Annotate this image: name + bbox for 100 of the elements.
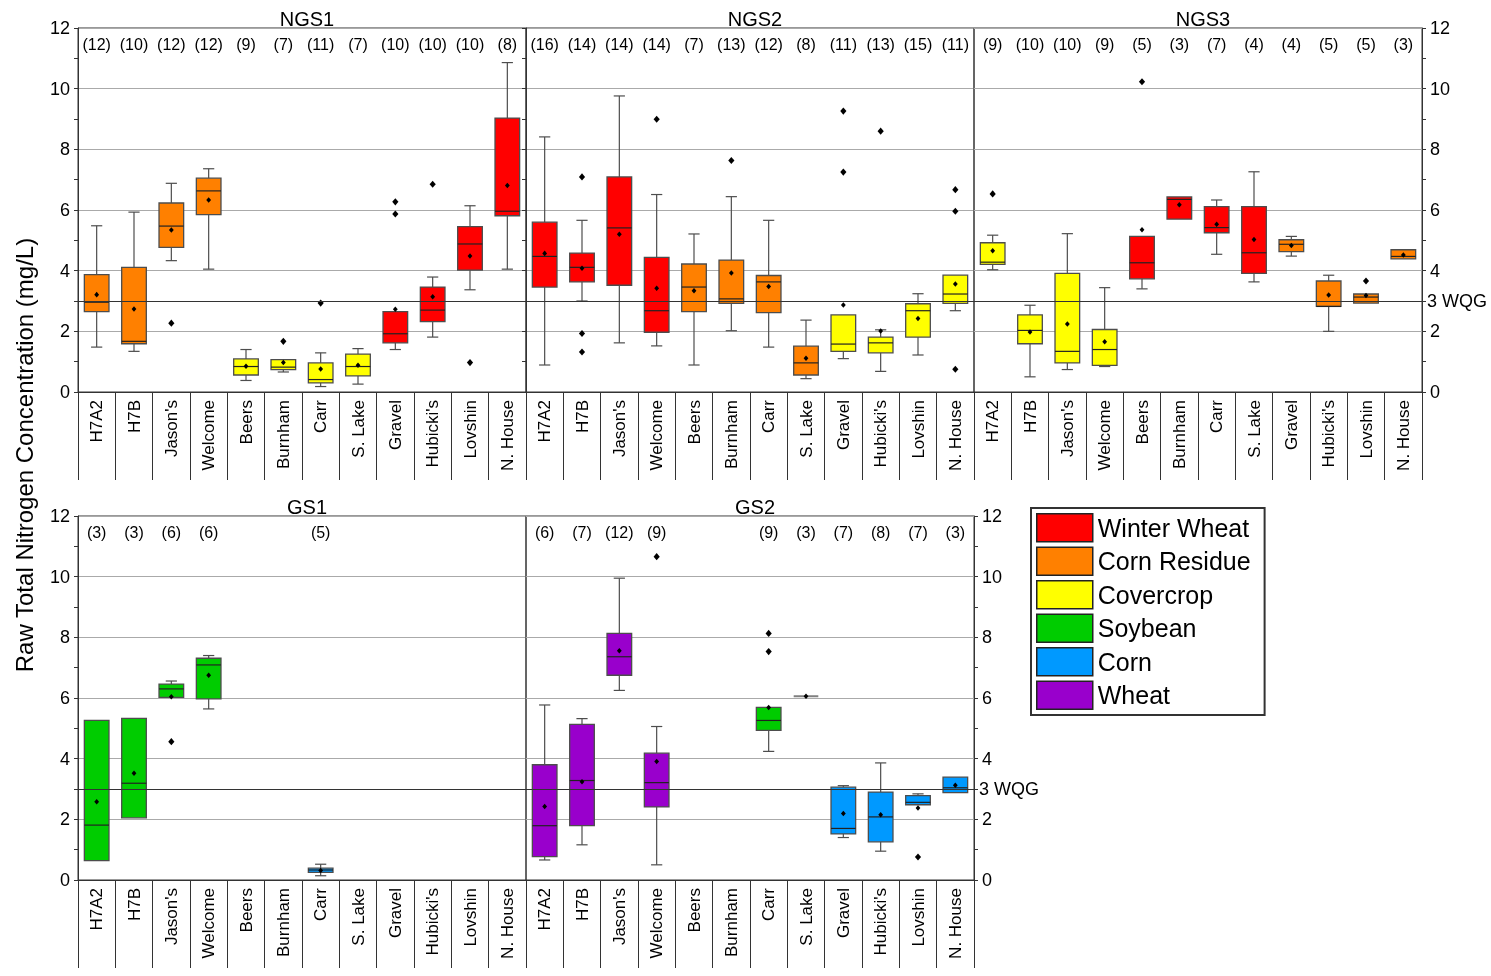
x-tick-label: S. Lake bbox=[348, 400, 368, 458]
y-tick-label: 8 bbox=[1430, 139, 1441, 160]
x-tick-label: H7B bbox=[1020, 400, 1040, 434]
x-tick-label: Carr bbox=[759, 399, 779, 434]
x-tick-label: H7A2 bbox=[87, 400, 107, 443]
x-tick-label: Hubicki's bbox=[871, 400, 891, 468]
x-tick-label: Burnham bbox=[273, 400, 293, 469]
annotation: (13) bbox=[866, 35, 895, 53]
y-tick-label: 12 bbox=[982, 506, 1003, 526]
y-tick-label: 8 bbox=[59, 139, 70, 160]
y-tick-label: 4 bbox=[59, 260, 70, 281]
x-tick-label: H7A2 bbox=[983, 400, 1003, 443]
x-tick-label: Beers bbox=[684, 888, 704, 933]
chart-title: GS1 bbox=[286, 496, 328, 518]
y-tick-label: 12 bbox=[49, 18, 70, 38]
ref-line-label: 3 WQG bbox=[1427, 291, 1488, 311]
x-tick-label: Carr bbox=[1207, 399, 1227, 434]
x-tick-label: H7A2 bbox=[87, 888, 107, 931]
x-tick-label: N. House bbox=[945, 888, 965, 959]
annotation: (14) bbox=[567, 35, 597, 53]
annotation: (6) bbox=[534, 523, 555, 541]
x-tick-label: Jason's bbox=[609, 400, 629, 458]
annotation: (9) bbox=[758, 523, 779, 541]
x-tick-label: Lovshin bbox=[908, 888, 928, 947]
y-tick-label: 2 bbox=[59, 809, 70, 830]
annotation: (12) bbox=[157, 35, 186, 53]
legend-label: Wheat bbox=[1097, 681, 1171, 710]
annotation: (4) bbox=[1281, 35, 1302, 53]
annotation: (9) bbox=[236, 35, 256, 53]
y-tick-label: 6 bbox=[1430, 200, 1441, 220]
annotation: (10) bbox=[418, 35, 447, 53]
chart-title: GS2 bbox=[734, 496, 776, 518]
x-tick-label: Carr bbox=[311, 399, 331, 434]
y-tick-label: 10 bbox=[1430, 78, 1451, 99]
x-tick-label: N. House bbox=[497, 400, 517, 471]
annotation: (7) bbox=[908, 523, 928, 541]
x-tick-label: Lovshin bbox=[908, 400, 928, 459]
chart-title: NGS2 bbox=[727, 8, 783, 30]
legend-label: Soybean bbox=[1097, 614, 1197, 643]
y-tick-label: 2 bbox=[982, 809, 993, 830]
x-tick-label: H7A2 bbox=[535, 400, 555, 443]
y-axis-title: Raw Total Nitrogen Concentration (mg/L) bbox=[11, 237, 39, 673]
y-tick-label: 0 bbox=[1430, 382, 1441, 402]
annotation: (4) bbox=[1244, 35, 1264, 53]
annotation: (3) bbox=[86, 523, 107, 541]
x-tick-label: Burnham bbox=[721, 400, 741, 469]
x-tick-label: N. House bbox=[1393, 400, 1413, 471]
y-tick-label: 6 bbox=[982, 688, 993, 708]
x-tick-label: H7B bbox=[572, 888, 592, 922]
y-tick-label: 12 bbox=[49, 506, 70, 526]
x-tick-label: Jason's bbox=[161, 400, 181, 458]
y-tick-label: 10 bbox=[49, 78, 70, 99]
x-tick-label: Lovshin bbox=[460, 888, 480, 947]
y-tick-label: 4 bbox=[59, 748, 70, 769]
y-tick-label: 6 bbox=[59, 200, 70, 220]
x-tick-label: N. House bbox=[497, 888, 517, 959]
x-tick-label: Welcome bbox=[647, 400, 667, 471]
y-tick-label: 12 bbox=[1430, 18, 1451, 38]
y-tick-label: 0 bbox=[59, 870, 70, 890]
ref-line-label: 3 WQG bbox=[979, 779, 1040, 799]
annotation: (7) bbox=[273, 35, 294, 53]
y-tick-label: 2 bbox=[1430, 321, 1441, 342]
x-tick-label: Welcome bbox=[647, 888, 667, 959]
annotation: (7) bbox=[572, 523, 592, 541]
annotation: (5) bbox=[310, 523, 331, 541]
legend-label: Winter Wheat bbox=[1097, 513, 1250, 542]
annotation: (9) bbox=[646, 523, 667, 541]
x-tick-label: S. Lake bbox=[1244, 400, 1264, 458]
legend-label: Corn Residue bbox=[1097, 547, 1251, 576]
x-tick-label: Hubicki's bbox=[423, 888, 443, 956]
annotation: (11) bbox=[941, 35, 969, 53]
chart-title: NGS1 bbox=[279, 8, 335, 30]
y-tick-label: 4 bbox=[982, 748, 993, 769]
x-tick-label: Jason's bbox=[609, 888, 629, 946]
x-tick-label: S. Lake bbox=[796, 888, 816, 946]
x-tick-label: Beers bbox=[236, 888, 256, 933]
x-tick-label: H7B bbox=[124, 888, 144, 922]
annotation: (10) bbox=[1053, 35, 1082, 53]
x-tick-label: H7B bbox=[572, 400, 592, 434]
legend-label: Covercrop bbox=[1097, 580, 1214, 609]
x-tick-label: Beers bbox=[236, 400, 256, 445]
x-tick-label: Burnham bbox=[273, 888, 293, 957]
x-tick-label: Jason's bbox=[1057, 400, 1077, 458]
x-tick-label: Carr bbox=[759, 887, 779, 922]
y-tick-label: 10 bbox=[49, 566, 70, 587]
x-tick-label: Carr bbox=[311, 887, 331, 922]
x-tick-label: Beers bbox=[1132, 400, 1152, 445]
x-tick-label: Burnham bbox=[721, 888, 741, 957]
x-tick-label: Gravel bbox=[1281, 400, 1301, 451]
x-tick-label: N. House bbox=[945, 400, 965, 471]
annotation: (5) bbox=[1132, 35, 1152, 53]
x-tick-label: Welcome bbox=[199, 888, 219, 959]
annotation: (3) bbox=[1169, 35, 1190, 53]
annotation: (7) bbox=[348, 35, 368, 53]
annotation: (8) bbox=[870, 523, 891, 541]
annotation: (10) bbox=[119, 35, 149, 53]
annotation: (3) bbox=[945, 523, 966, 541]
annotation: (9) bbox=[982, 35, 1003, 53]
annotation: (10) bbox=[455, 35, 485, 53]
x-tick-label: Beers bbox=[684, 400, 704, 445]
